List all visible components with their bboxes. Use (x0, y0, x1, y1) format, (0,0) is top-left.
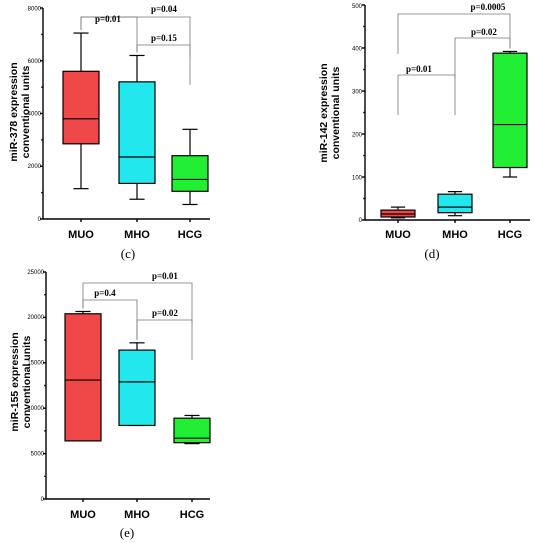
panel-c-hcg-box (171, 155, 209, 192)
panel-c-pvalue-mho-hcg: p=0.15 (151, 33, 177, 43)
panel-e-ylabel-line1: miR-155 expression (9, 332, 21, 431)
panel-e-xtick-hcg: HCG (180, 509, 204, 521)
panel-c-label: (c) (121, 246, 135, 261)
panel-e-pvalues: p=0.4 p=0.01 p=0.02 (94, 271, 178, 318)
panel-c-ytick-0: 0 (38, 217, 42, 223)
panel-d-yticks: 0 100 200 300 400 500 (352, 4, 363, 224)
panel-c-mho-box (118, 81, 156, 184)
panel-d-ylabel-line1: miR-142 expression (318, 63, 330, 162)
panel-d-ylabel-line2: conventional units (330, 66, 342, 159)
panel-c-ytick-2: 4000 (28, 112, 42, 118)
panel-d-pvalue-muo-mho: p=0.01 (406, 64, 432, 74)
panel-c-ytick-4: 8000 (28, 7, 42, 13)
panel-d-ytick-4: 400 (352, 47, 363, 53)
panel-c-pvalue-muo-hcg: p=0.04 (151, 4, 177, 14)
panel-d-bracket-mho-hcg (454, 37, 511, 78)
panel-e-yticks: 0 5000 10000 15000 20000 25000 (27, 270, 44, 503)
panel-c-xticks: MUO MHO HCG (68, 229, 202, 241)
panel-e-xtick-muo: MUO (70, 509, 96, 521)
panel-d-xtick-hcg: HCG (498, 229, 522, 241)
panel-e-ytick-4: 20000 (27, 315, 44, 321)
panel-e-pvalue-muo-mho: p=0.4 (94, 288, 116, 298)
panel-e-label: (e) (120, 525, 134, 540)
panel-d-xtick-muo: MUO (385, 229, 411, 241)
panel-c-ytick-1: 2000 (28, 164, 42, 170)
panel-d-label: (d) (424, 246, 439, 261)
panel-c-pvalues: p=0.01 p=0.04 p=0.15 (95, 4, 177, 43)
panel-d-plot (362, 4, 530, 223)
panel-d-pvalues: p=0.01 p=0.0005 p=0.02 (406, 2, 506, 74)
panel-c-pvalue-muo-mho: p=0.01 (95, 14, 121, 24)
panel-c-xtick-mho: MHO (124, 229, 150, 241)
panel-e: miR-155 expression conventional units 0 … (9, 270, 211, 540)
panel-c-bracket-mho-hcg (136, 44, 191, 85)
panel-d-pvalue-mho-hcg: p=0.02 (471, 27, 497, 37)
panel-e-ytick-3: 15000 (27, 361, 44, 367)
panel-e-ylabel-line2: conventional units (21, 335, 33, 428)
panel-d-ytick-1: 100 (352, 176, 363, 182)
panel-c-yticks: 0 2000 4000 6000 8000 (28, 7, 42, 224)
panel-e-bracket-muo-hcg (82, 282, 193, 323)
panel-d-ytick-3: 300 (352, 90, 363, 96)
panel-d-pvalue-muo-hcg: p=0.0005 (471, 2, 506, 12)
panel-d-xtick-mho: MHO (442, 229, 468, 241)
panel-d-hcg-box (492, 52, 528, 169)
panel-e-xticks: MUO MHO HCG (70, 509, 204, 521)
panel-d: miR-142 expression conventional units 0 … (318, 2, 530, 261)
panel-d-ytick-2: 200 (352, 133, 363, 139)
panel-e-pvalue-mho-hcg: p=0.02 (152, 308, 178, 318)
panel-d-mho-box (437, 193, 473, 214)
panel-e-ytick-2: 10000 (27, 406, 44, 412)
panel-d-ytick-0: 0 (359, 218, 363, 224)
panel-e-xtick-mho: MHO (124, 509, 150, 521)
panel-c-ytick-3: 6000 (28, 59, 42, 65)
panel-e-muo-box (64, 313, 102, 442)
panel-d-bracket-muo-mho (397, 74, 456, 115)
panel-c: miR-378 expression conventional units 0 … (8, 4, 210, 261)
panel-e-ytick-1: 5000 (31, 452, 45, 458)
panel-c-ylabel-line1: miR-378 expression (8, 62, 20, 161)
panel-c-plot (40, 7, 210, 222)
panel-e-pvalue-muo-hcg: p=0.01 (152, 271, 178, 281)
panel-c-ylabel-line2: conventional units (20, 65, 32, 158)
panel-e-mho-box (118, 349, 156, 427)
panel-e-plot (43, 271, 211, 502)
panel-c-xtick-hcg: HCG (178, 229, 202, 241)
panel-c-bracket-muo-hcg (80, 16, 191, 57)
panel-d-bracket-muo-hcg (397, 13, 511, 54)
panel-c-muo-box (62, 70, 100, 145)
panel-e-hcg-box (173, 417, 211, 444)
panel-e-bracket-mho-hcg (136, 319, 193, 360)
panel-e-ytick-5: 25000 (27, 270, 44, 276)
panel-c-xtick-muo: MUO (68, 229, 94, 241)
panel-e-ytick-0: 0 (41, 497, 45, 503)
panel-d-ytick-5: 500 (352, 4, 363, 10)
panel-d-xticks: MUO MHO HCG (385, 229, 522, 241)
